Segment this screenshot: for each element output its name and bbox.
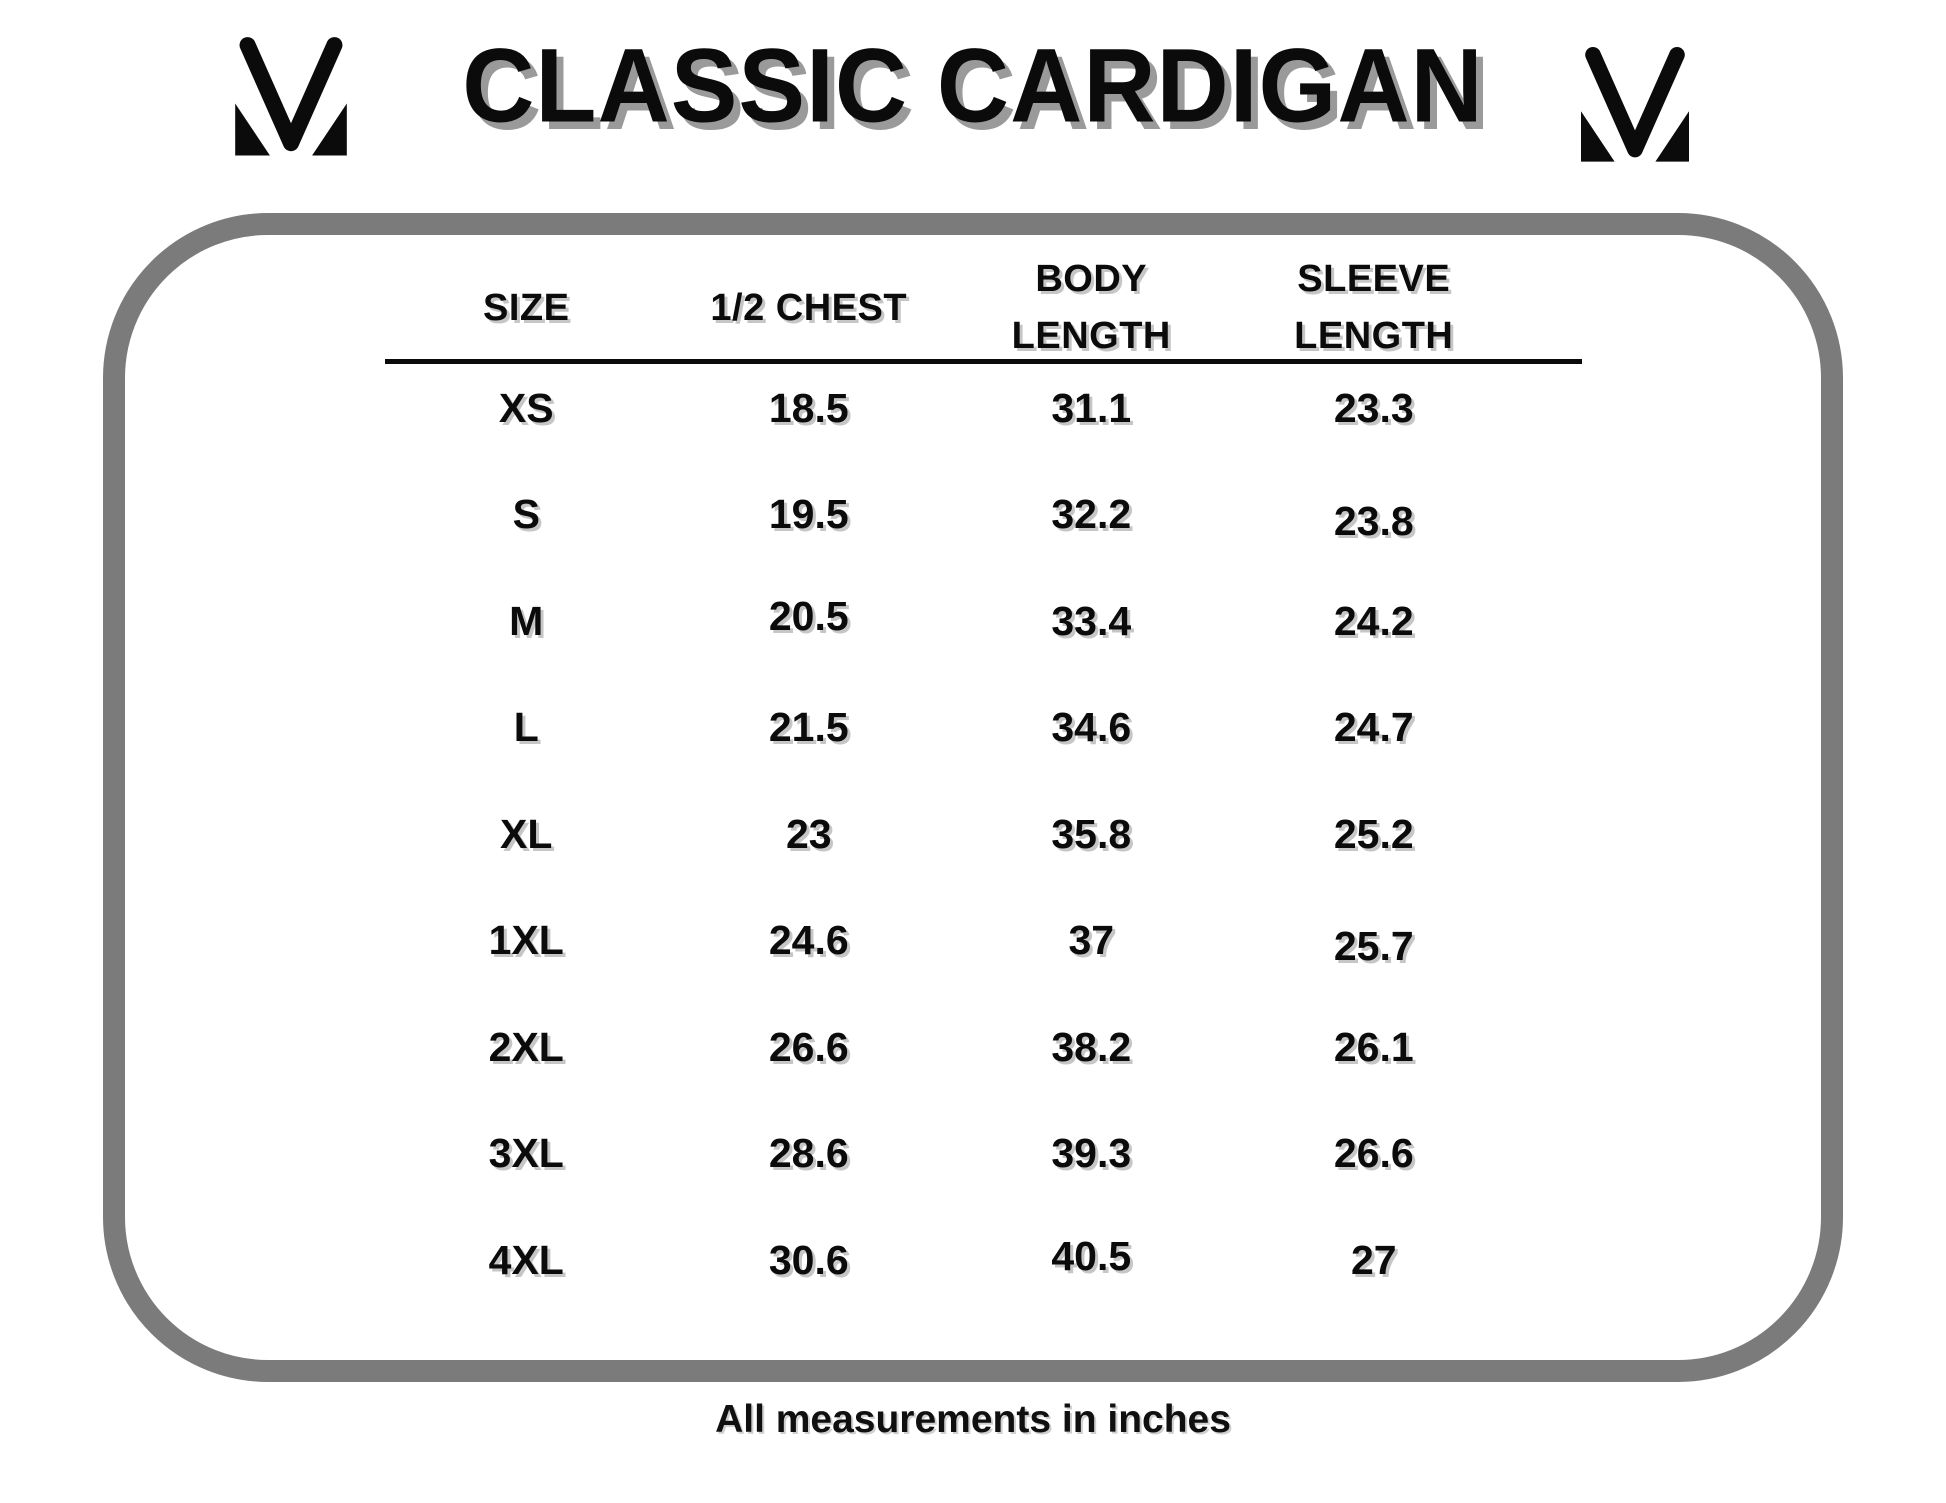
body-length-cell: 39.3 [1051,1130,1132,1177]
measurements-note: All measurements in inches [715,1398,1231,1441]
body-length-cell: 40.5 [1051,1232,1132,1279]
body-length-cell: 34.6 [1051,704,1132,751]
size-cell: XL [500,810,553,857]
half-chest-cell: 19.5 [768,491,849,538]
column-header-line: BODY [1035,258,1148,300]
sleeve-length-cell: 23.3 [1333,384,1414,431]
size-chart-panel [103,213,1843,1382]
body-length-cell: 37 [1068,917,1115,964]
table-row: 2XL 26.6 38.2 26.1 [385,994,1515,1101]
column-header-line: 1/2 CHEST [710,286,908,329]
table-row: 3XL 28.6 39.3 26.6 [385,1101,1515,1208]
column-header-1: 1/2 CHEST [668,251,951,365]
size-cell: M [509,597,544,644]
body-length-cell: 32.2 [1051,491,1132,538]
sleeve-length-cell: 24.7 [1333,704,1414,751]
half-chest-cell: 24.6 [768,917,849,964]
body-length-cell: 35.8 [1051,810,1132,857]
half-chest-cell: 21.5 [768,704,849,751]
sleeve-length-cell: 27 [1350,1236,1397,1283]
column-header-2: BODY LENGTH [950,251,1233,365]
mv-monogram-icon [235,37,347,156]
mv-monogram-icon [1581,47,1689,162]
size-cell: 1XL [488,917,564,964]
size-cell: L [513,704,539,751]
column-header-0: SIZE [385,251,668,365]
table-row: L 21.5 34.6 24.7 [385,675,1515,782]
size-cell: XS [498,384,554,431]
brand-logo-right [1572,44,1698,164]
column-header-line: LENGTH [1011,315,1171,357]
half-chest-cell: 23 [785,810,832,857]
size-cell: S [512,491,540,538]
sleeve-length-cell: 25.2 [1333,810,1414,857]
page-title: CLASSIC CARDIGAN [462,27,1484,145]
table-row: S 19.5 32.2 23.8 [385,462,1515,569]
size-cell: 2XL [488,1023,564,1070]
half-chest-cell: 30.6 [768,1236,849,1283]
table-row: XS 18.5 31.1 23.3 [385,355,1515,462]
table-row: XL 23 35.8 25.2 [385,781,1515,888]
size-chart-header-row: SIZE 1/2 CHEST BODY LENGTH SLEEVE LENGTH [385,251,1515,357]
column-header-line: SIZE [483,286,570,329]
sleeve-length-cell: 26.6 [1333,1130,1414,1177]
body-length-cell: 31.1 [1051,384,1132,431]
header-divider [385,359,1582,364]
sleeve-length-cell: 23.8 [1333,498,1414,545]
table-row: 4XL 30.6 40.5 27 [385,1207,1515,1314]
body-length-cell: 33.4 [1051,597,1132,644]
size-cell: 3XL [488,1130,564,1177]
brand-logo-left [226,34,356,158]
column-header-line: SLEEVE [1297,258,1451,300]
column-header-line: LENGTH [1294,315,1454,357]
half-chest-cell: 20.5 [768,592,849,639]
half-chest-cell: 18.5 [768,384,849,431]
table-row: 1XL 24.6 37 25.7 [385,888,1515,995]
half-chest-cell: 28.6 [768,1130,849,1177]
half-chest-cell: 26.6 [768,1023,849,1070]
sleeve-length-cell: 25.7 [1333,923,1414,970]
sleeve-length-cell: 24.2 [1333,597,1414,644]
size-cell: 4XL [488,1236,564,1283]
size-chart-body: XS 18.5 31.1 23.3 S 19.5 32.2 23.8 M 20.5 33.4 24.2… [385,355,1515,1314]
column-header-3: SLEEVE LENGTH [1233,251,1516,365]
sleeve-length-cell: 26.1 [1333,1023,1414,1070]
table-row: M 20.5 33.4 24.2 [385,568,1515,675]
body-length-cell: 38.2 [1051,1023,1132,1070]
